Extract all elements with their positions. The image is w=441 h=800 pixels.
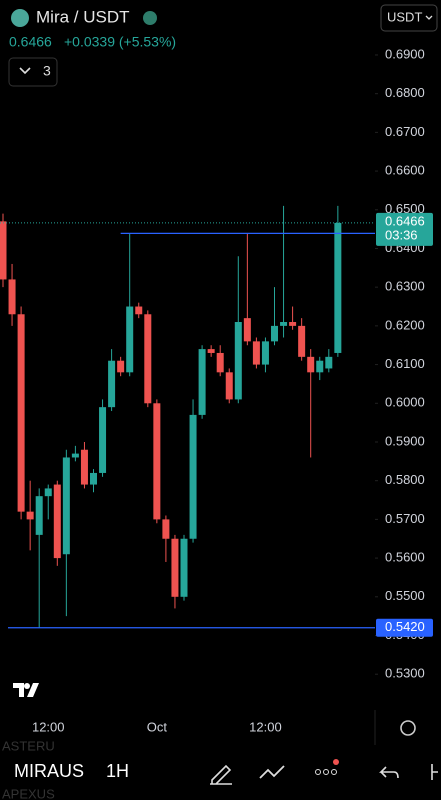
y-tick-label: 0.5300 bbox=[385, 666, 425, 681]
candle-body bbox=[17, 314, 25, 512]
symbol-title: Mira / USDT bbox=[36, 7, 130, 26]
candle-body bbox=[280, 322, 288, 326]
candle-body bbox=[99, 407, 107, 473]
dot bbox=[331, 769, 337, 775]
currency-select[interactable]: USDT bbox=[380, 4, 438, 32]
last-price-label: 0.6466 bbox=[385, 213, 425, 228]
candle-body bbox=[162, 519, 170, 539]
chart: 0.53000.54000.55000.56000.57000.58000.59… bbox=[0, 46, 433, 734]
coin-icon bbox=[11, 9, 29, 27]
candle-body bbox=[289, 322, 297, 326]
y-tick-label: 0.6700 bbox=[385, 124, 425, 139]
y-tick-label: 0.6800 bbox=[385, 85, 425, 100]
candle-body bbox=[271, 325, 278, 342]
candle-body bbox=[153, 403, 161, 520]
candle-body bbox=[198, 349, 206, 415]
y-tick-label: 0.6200 bbox=[385, 317, 425, 332]
candle-body bbox=[0, 221, 7, 280]
y-tick-label: 0.5600 bbox=[385, 550, 425, 565]
candle-body bbox=[135, 306, 143, 315]
currency[interactable]: USDT bbox=[387, 9, 422, 24]
tv-logo bbox=[13, 683, 39, 697]
candle-body bbox=[225, 372, 233, 400]
candle-body bbox=[35, 496, 43, 535]
badge bbox=[333, 759, 339, 765]
candle-body bbox=[53, 484, 61, 559]
candle-body bbox=[62, 457, 70, 555]
candle-body bbox=[307, 356, 315, 373]
y-tick-label: 0.6900 bbox=[385, 46, 425, 61]
candle-body bbox=[207, 349, 215, 353]
interval[interactable]: 1H bbox=[106, 761, 129, 781]
settings-icon[interactable] bbox=[400, 720, 416, 736]
candle-body bbox=[26, 511, 34, 520]
more-icon[interactable] bbox=[315, 759, 340, 775]
candle-body bbox=[44, 488, 52, 497]
redo-icon[interactable] bbox=[431, 764, 438, 780]
price-change: +0.0339 (+5.53%) bbox=[64, 34, 176, 50]
symbol[interactable]: MIRAUS bbox=[14, 761, 84, 781]
y-tick-label: 0.5900 bbox=[385, 433, 425, 448]
candle-body bbox=[234, 322, 242, 400]
countdown: 03:36 bbox=[385, 227, 418, 242]
tv-logo-dot bbox=[24, 683, 30, 689]
candle-body bbox=[316, 360, 324, 373]
y-tick-label: 0.6600 bbox=[385, 163, 425, 178]
undo-icon[interactable] bbox=[379, 766, 399, 779]
last-price-tag bbox=[376, 212, 433, 246]
candle-body bbox=[80, 449, 88, 485]
y-tick-label: 0.5700 bbox=[385, 511, 425, 526]
y-tick-label: 0.6500 bbox=[385, 201, 425, 216]
x-tick-label: Oct bbox=[147, 719, 168, 734]
candle-body bbox=[126, 306, 134, 373]
draw-icon[interactable] bbox=[210, 764, 232, 785]
toggle-box[interactable] bbox=[8, 57, 58, 87]
candle-body bbox=[189, 414, 197, 539]
candle-body bbox=[298, 325, 306, 357]
dot bbox=[315, 769, 321, 775]
y-tick-label: 0.6100 bbox=[385, 356, 425, 371]
y-tick-label: 0.5800 bbox=[385, 472, 425, 487]
indicator-icon[interactable] bbox=[259, 765, 285, 779]
indicators-toggle[interactable]: 3 bbox=[8, 57, 58, 87]
price-tag bbox=[376, 618, 433, 637]
candle-body bbox=[325, 356, 333, 369]
candle-body bbox=[261, 341, 269, 365]
candle-body bbox=[180, 538, 188, 597]
price: 0.6466 bbox=[9, 34, 52, 50]
x-tick-label: 12:00 bbox=[249, 719, 282, 734]
x-tick-label: 12:00 bbox=[32, 719, 65, 734]
watchlist-item: APEXUS bbox=[2, 786, 55, 800]
candle-body bbox=[108, 360, 116, 408]
candle-body bbox=[252, 341, 260, 365]
candle-body bbox=[334, 222, 342, 353]
candle-body bbox=[243, 318, 251, 342]
watchlist-item: ASTERU bbox=[2, 738, 55, 753]
price-tag-label: 0.5420 bbox=[385, 619, 425, 634]
indicators-count[interactable]: 3 bbox=[43, 63, 51, 79]
currency-box[interactable] bbox=[380, 4, 438, 32]
candle-body bbox=[8, 279, 16, 315]
y-tick-label: 0.6300 bbox=[385, 279, 425, 294]
candle-body bbox=[90, 472, 97, 485]
dot bbox=[323, 769, 329, 775]
candle-body bbox=[171, 538, 179, 597]
y-tick-label: 0.5500 bbox=[385, 588, 425, 603]
candle-body bbox=[117, 360, 125, 373]
chevron bbox=[425, 15, 433, 20]
status-dot bbox=[143, 11, 157, 25]
candle-body bbox=[216, 352, 224, 373]
candle-body bbox=[144, 314, 152, 404]
y-tick-label: 0.6000 bbox=[385, 395, 425, 410]
candle-body bbox=[71, 453, 79, 458]
chevron bbox=[19, 67, 31, 75]
